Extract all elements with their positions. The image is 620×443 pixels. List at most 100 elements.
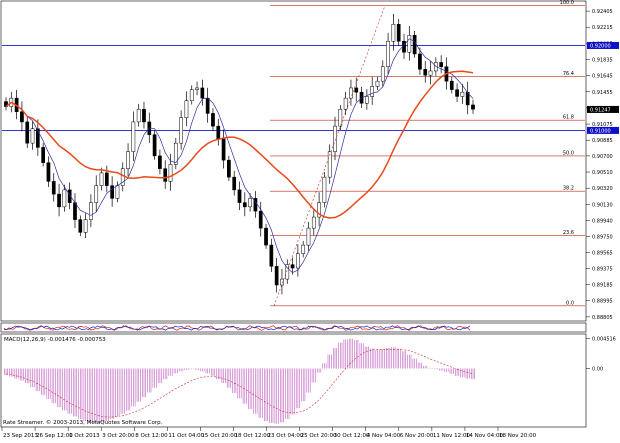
price-tick-label: 0.91455 — [592, 90, 613, 96]
time-tick-label: 1 Oct 2013 — [69, 433, 100, 439]
time-tick-label: 30 Oct 12:00 — [334, 433, 370, 439]
fib-level-label: 100.0 — [560, 0, 574, 6]
candle-body — [99, 172, 104, 186]
price-tick-label: 0.91075 — [592, 122, 613, 128]
candle-body — [216, 125, 221, 140]
candle-body — [221, 138, 226, 161]
candle-body — [301, 244, 306, 254]
candle-body — [349, 87, 353, 99]
candle-body — [136, 108, 141, 123]
candle-body — [317, 202, 321, 218]
candle-body — [322, 176, 327, 203]
price-axis: 0.924050.922150.920250.918350.916450.914… — [586, 9, 613, 321]
candle-body — [237, 189, 242, 203]
candle-body — [120, 168, 125, 186]
candle-body — [428, 70, 433, 76]
time-tick-label: 23 Oct 04:00 — [268, 433, 304, 439]
time-tick-label: 14 Nov 04:00 — [466, 433, 504, 439]
candle-body — [296, 253, 300, 269]
candle-body — [189, 89, 194, 101]
price-tick-label: 0.91835 — [592, 57, 613, 63]
time-tick-label: 23 Sep 2013 — [3, 433, 38, 439]
candle-body — [274, 266, 279, 286]
candle-body — [41, 147, 45, 163]
candle-body — [439, 62, 444, 67]
candle-body — [73, 202, 77, 220]
macd-title: MACD(12,26,9) -0.001476 -0.000753 — [4, 337, 106, 343]
candle-body — [115, 185, 120, 199]
candle-body — [333, 125, 337, 152]
candle-body — [338, 108, 343, 127]
price-tick-label: 0.88805 — [592, 315, 613, 321]
horizontal-lines[interactable] — [2, 45, 585, 131]
candle-body — [78, 219, 83, 233]
time-tick-label: 6 Nov 20:00 — [400, 433, 434, 439]
macd-panel-frame — [0, 333, 587, 428]
price-badge — [587, 105, 619, 113]
fib-level-label: 61.8 — [563, 115, 574, 121]
price-tick-label: 0.90885 — [592, 138, 613, 144]
price-tick-label: 0.89565 — [592, 250, 613, 256]
macd-panel[interactable]: MACD(12,26,9) -0.001476 -0.000753 Rate S… — [0, 333, 587, 428]
candle-body — [248, 198, 252, 208]
time-tick-label: 11 Oct 04:00 — [168, 433, 204, 439]
moving-average-slow — [5, 70, 474, 219]
time-tick-label: 3 Oct 20:00 — [102, 433, 135, 439]
price-badge-label: 0.92000 — [590, 43, 611, 49]
time-tick-label: 4 Nov 04:00 — [367, 433, 401, 439]
price-badge — [587, 126, 619, 134]
candle-body — [306, 227, 311, 246]
price-tick-label: 0.88995 — [592, 299, 613, 305]
price-tick-label: 0.92405 — [592, 9, 613, 15]
candle-body — [62, 189, 67, 208]
candle-body — [89, 202, 93, 220]
strip-line-blue — [3, 325, 471, 331]
candle-body — [83, 219, 88, 233]
time-tick-label: 11 Nov 12:00 — [433, 433, 471, 439]
fib-level-label: 23.6 — [563, 230, 574, 236]
candle-body — [253, 198, 258, 212]
candle-body — [46, 162, 51, 182]
fibonacci-retracement[interactable]: 100.0 76.4 61.8 50.0 38.2 23.6 0.0 — [270, 0, 585, 306]
price-tick-label: 0.89940 — [592, 218, 613, 224]
candle-body — [365, 96, 369, 104]
price-tick-label: 0.90130 — [592, 202, 613, 208]
candle-body — [343, 97, 348, 110]
candle-body — [269, 244, 274, 267]
time-tick-label: 18 Nov 20:00 — [499, 433, 537, 439]
price-tick-label: 0.90320 — [592, 186, 613, 192]
fib-level-label: 76.4 — [563, 71, 574, 77]
time-tick-label: 15 Oct 20:00 — [201, 433, 237, 439]
time-tick-label: 25 Oct 20:00 — [301, 433, 337, 439]
candle-body — [423, 69, 428, 76]
price-panel[interactable]: 100.0 76.4 61.8 50.0 38.2 23.6 0.0 — [0, 0, 587, 322]
candle-body — [195, 87, 199, 90]
candle-body — [280, 278, 284, 286]
price-tick-label: 0.91645 — [592, 74, 613, 80]
candle-body — [327, 151, 332, 178]
macd-signal-line — [5, 349, 474, 418]
candle-body — [396, 23, 401, 42]
candle-body — [104, 172, 109, 186]
candle-body — [311, 216, 316, 229]
oscillator-strip-panel[interactable] — [0, 322, 587, 333]
strip-panel-frame — [0, 322, 587, 333]
price-tick-label: 0.89375 — [592, 266, 613, 272]
candle-body — [163, 168, 168, 182]
time-tick-label: 8 Oct 12:00 — [135, 433, 168, 439]
candle-body — [258, 210, 263, 229]
candle-body — [35, 128, 40, 148]
candle-body — [285, 264, 290, 280]
candle-body — [142, 108, 146, 123]
candle-body — [412, 35, 417, 55]
fib-level-label: 38.2 — [563, 186, 574, 192]
price-tick-label: 0.90510 — [592, 170, 613, 176]
candle-body — [67, 189, 72, 203]
fibonacci-trendline[interactable] — [273, 5, 386, 306]
price-badges: 0.92000 0.91247 0.91000 — [587, 41, 619, 134]
fib-level-label: 50.0 — [563, 150, 574, 156]
price-badge — [587, 41, 619, 49]
candle-body — [370, 85, 375, 97]
